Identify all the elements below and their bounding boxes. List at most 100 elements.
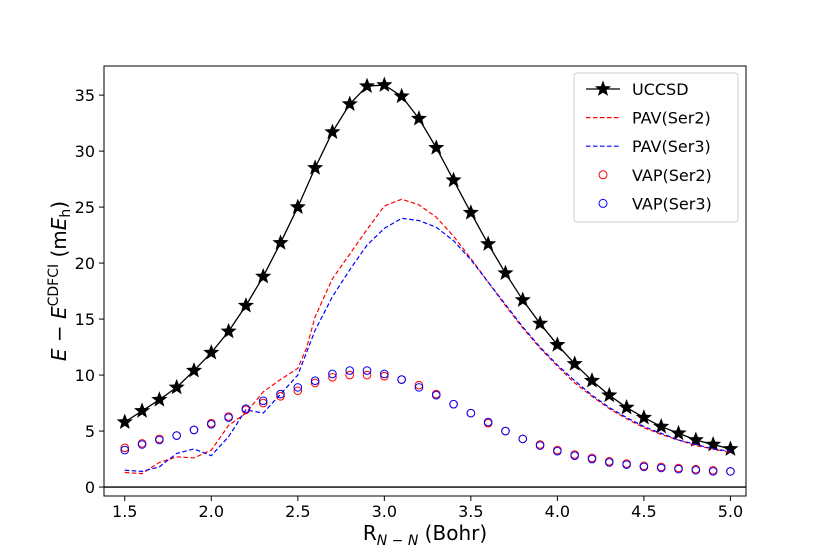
legend-item-pav-ser2: PAV(Ser2): [586, 109, 711, 128]
vap-ser3-point: [120, 445, 130, 455]
legend-box: [573, 72, 739, 223]
y-tick-label: 10: [75, 366, 95, 385]
vap-ser3-point: [397, 375, 406, 384]
y-tick-label: 25: [75, 198, 95, 217]
vap-ser3-point: [241, 404, 251, 413]
uccsd-point: [480, 235, 497, 251]
uccsd-point: [203, 344, 220, 360]
legend: UCCSD PAV(Ser2) PAV(Ser3) VAP(Ser2) VAP(Ser3…: [573, 72, 739, 223]
axes-frame: [103, 65, 747, 497]
y-label-e2: E: [47, 306, 71, 319]
x-tick-label: 3.0: [372, 502, 397, 521]
y-label-unit-open: (m: [47, 230, 71, 264]
legend-label: VAP(Ser3): [632, 194, 712, 213]
uccsd-point: [358, 77, 376, 94]
vap-ser3-point: [726, 467, 735, 476]
vap-ser3-point: [328, 369, 337, 379]
uccsd-point: [722, 440, 739, 456]
x-tick-label: 2.0: [199, 502, 224, 521]
x-tick-label: 1.5: [112, 502, 137, 521]
vap-ser3-point: [258, 396, 268, 406]
pav-ser3-line: [124, 217, 731, 472]
x-tick-label: 5.0: [718, 502, 743, 521]
legend-circle-marker: [598, 198, 608, 208]
y-tick-label: 35: [75, 86, 95, 105]
x-tick-label: 4.5: [631, 502, 656, 521]
y-label-superscript: CDFCI: [46, 264, 62, 307]
legend-circle-marker: [598, 170, 608, 180]
legend-label: PAV(Ser3): [632, 137, 711, 156]
vap-ser3-point: [380, 369, 389, 379]
uccsd-point: [133, 402, 151, 418]
uccsd-point: [653, 418, 670, 434]
vap-ser3-point: [639, 462, 649, 472]
uccsd-point: [324, 123, 341, 139]
uccsd-point: [116, 413, 133, 429]
vap-ser3-point: [293, 383, 303, 392]
vap-ser3-point: [708, 467, 718, 476]
uccsd-point: [272, 234, 289, 250]
uccsd-point: [549, 336, 566, 352]
vap-ser2-point: [310, 378, 320, 388]
vap-ser3-point: [553, 446, 562, 456]
y-label-unit-close: ): [47, 201, 71, 209]
uccsd-point: [428, 139, 445, 155]
y-tick-label: 30: [75, 142, 95, 161]
uccsd-point: [601, 386, 618, 403]
vap-ser3-point: [431, 390, 441, 400]
vap-ser3-point: [449, 399, 458, 409]
uccsd-point: [566, 355, 583, 371]
vap-ser3-point: [345, 366, 355, 375]
y-label-unit-e: E: [47, 217, 71, 230]
vap-ser3-point: [483, 417, 493, 427]
legend-item-vap-ser2: VAP(Ser2): [598, 166, 712, 185]
vap-ser3-point: [604, 458, 614, 467]
x-axis-label-main: R: [363, 521, 377, 545]
vap-ser2-point: [276, 392, 285, 401]
vap-ser3-point: [137, 440, 147, 449]
vap-ser3-point: [587, 454, 597, 464]
uccsd-point: [393, 87, 410, 104]
vap-ser3-point: [501, 426, 510, 436]
uccsd-point: [670, 424, 687, 441]
y-tick-label: 20: [75, 254, 95, 273]
vap-ser3-point: [224, 413, 233, 422]
vap-ser2-point: [293, 386, 303, 396]
y-axis-label: E − ECDFCI (mEh): [46, 201, 74, 361]
vap-ser2-point: [362, 370, 372, 380]
vap-ser2-point: [414, 380, 424, 390]
pav-ser2-line: [124, 198, 731, 475]
uccsd-point: [237, 297, 254, 313]
uccsd-point: [307, 159, 324, 175]
uccsd-point: [462, 204, 479, 220]
y-label-unit-sub: h: [58, 209, 74, 218]
uccsd-point: [445, 171, 462, 188]
vap-ser3-point: [691, 465, 701, 475]
x-tick-label: 3.5: [458, 502, 483, 521]
series-vap-ser2: [120, 370, 735, 476]
uccsd-point: [635, 409, 652, 425]
legend-item-pav-ser3: PAV(Ser3): [586, 137, 711, 156]
legend-label: VAP(Ser2): [632, 166, 712, 185]
uccsd-point: [514, 291, 531, 307]
series-pav-ser3: [124, 217, 731, 472]
y-tick-label: 5: [85, 422, 95, 441]
uccsd-point: [289, 198, 306, 214]
vap-ser3-point: [276, 389, 285, 399]
vap-ser3-point: [622, 460, 631, 469]
legend-label: UCCSD: [632, 80, 689, 99]
uccsd-point: [185, 362, 203, 378]
axes: [103, 65, 747, 497]
legend-item-uccsd: UCCSD: [586, 80, 689, 99]
legend-label: PAV(Ser2): [632, 109, 711, 128]
vap-ser3-point: [189, 425, 199, 435]
ticks: 1.5 2.0 2.5 3.0 3.5 4.0 4.5 5.0 0 5 10 15 20 25 30 35: [75, 86, 744, 521]
series-uccsd: [116, 76, 739, 456]
uccsd-point: [687, 431, 704, 447]
x-tick-label: 2.5: [285, 502, 310, 521]
y-label-minus: −: [47, 319, 71, 348]
vap-ser2-point: [258, 398, 268, 408]
uccsd-point: [583, 372, 601, 388]
legend-item-vap-ser3: VAP(Ser3): [598, 194, 712, 213]
uccsd-point: [618, 399, 635, 415]
